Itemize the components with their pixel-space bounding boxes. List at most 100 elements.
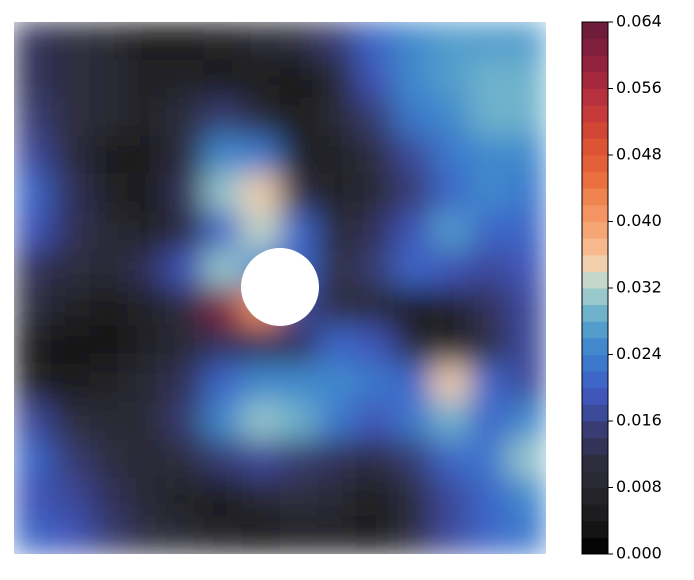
field-cell: [51, 211, 91, 251]
field-cell: [14, 439, 53, 479]
field-cell: [317, 477, 357, 517]
field-cell: [165, 135, 205, 175]
field-cell: [317, 97, 357, 137]
colorbar-band: [582, 404, 608, 422]
field-cell: [241, 97, 281, 137]
field-cell: [393, 97, 433, 137]
colorbar-band: [582, 71, 608, 89]
field-cell: [317, 135, 357, 175]
field-cell: [355, 363, 395, 403]
colorbar-band: [582, 22, 608, 40]
field-cell: [127, 97, 167, 137]
field-cell: [279, 439, 319, 479]
field-cell: [507, 477, 546, 517]
field-cell: [241, 439, 281, 479]
field-cell: [89, 325, 129, 365]
field-cell: [393, 59, 433, 99]
field-cell: [89, 97, 129, 137]
field-cell: [165, 401, 205, 441]
colorbar-band: [582, 504, 608, 522]
field-cell: [51, 477, 91, 517]
field-cell: [431, 249, 471, 289]
field-cell: [127, 287, 167, 327]
field-cell: [317, 515, 357, 554]
field-cell: [507, 325, 546, 365]
colorbar-band: [582, 171, 608, 189]
field-cell: [241, 135, 281, 175]
field-cell: [89, 477, 129, 517]
field-cell: [127, 173, 167, 213]
field-cell: [317, 173, 357, 213]
colorbar-tick-label: 0.056: [616, 78, 662, 97]
field-cell: [127, 211, 167, 251]
field-cell: [165, 97, 205, 137]
field-cell: [241, 477, 281, 517]
field-cell: [393, 22, 433, 61]
field-cell: [165, 325, 205, 365]
colorbar-band: [582, 55, 608, 73]
field-cell: [165, 287, 205, 327]
field-cell: [317, 249, 357, 289]
field-cell: [51, 287, 91, 327]
field-cell: [393, 515, 433, 554]
colorbar-band: [582, 121, 608, 139]
field-cell: [507, 135, 546, 175]
field-cell: [393, 135, 433, 175]
field-cell: [89, 173, 129, 213]
field-cell: [89, 287, 129, 327]
cylinder: [241, 248, 319, 326]
colorbar-band: [582, 288, 608, 306]
colorbar-band: [582, 38, 608, 56]
field-cell: [51, 22, 91, 61]
colorbar-band: [582, 520, 608, 538]
field-cell: [469, 249, 509, 289]
field-cell: [469, 173, 509, 213]
field-cell: [14, 363, 53, 403]
field-cell: [165, 477, 205, 517]
field-cell: [393, 477, 433, 517]
field-cell: [431, 97, 471, 137]
colorbar-band: [582, 254, 608, 272]
colorbar: 0.000 0.008 0.016 0.024 0.032 0.040 0.048 0.056…: [582, 12, 662, 563]
colorbar-band: [582, 88, 608, 106]
field-cell: [469, 135, 509, 175]
field-cell: [431, 22, 471, 61]
field-cell: [165, 249, 205, 289]
field-cell: [51, 59, 91, 99]
colorbar-frame: [581, 21, 609, 555]
field-cell: [203, 325, 243, 365]
colorbar-band: [582, 105, 608, 123]
field-cell: [51, 325, 91, 365]
field-cell: [14, 287, 53, 327]
field-cell: [127, 325, 167, 365]
field-cell: [279, 173, 319, 213]
field-cell: [507, 211, 546, 251]
field-cell: [317, 211, 357, 251]
field-cell: [469, 515, 509, 554]
field-cell: [507, 22, 546, 61]
colorbar-band: [582, 221, 608, 239]
field-cell: [431, 477, 471, 517]
colorbar-band: [582, 454, 608, 472]
field-cell: [431, 59, 471, 99]
field-cell: [89, 363, 129, 403]
field-cell: [165, 22, 205, 61]
field-cell: [469, 287, 509, 327]
field-cell: [317, 59, 357, 99]
field-cell: [317, 325, 357, 365]
field-cell: [14, 22, 53, 61]
field-cell: [203, 439, 243, 479]
field-cell: [279, 325, 319, 365]
field-cell: [279, 22, 319, 61]
field-cell: [355, 173, 395, 213]
field-cell: [51, 515, 91, 554]
field-cell: [431, 211, 471, 251]
colorbar-tick-label: 0.032: [616, 278, 662, 297]
field-cell: [507, 515, 546, 554]
field-cell: [127, 59, 167, 99]
field-cell: [431, 287, 471, 327]
field-cell: [51, 439, 91, 479]
field-cell: [14, 249, 53, 289]
field-cell: [393, 401, 433, 441]
